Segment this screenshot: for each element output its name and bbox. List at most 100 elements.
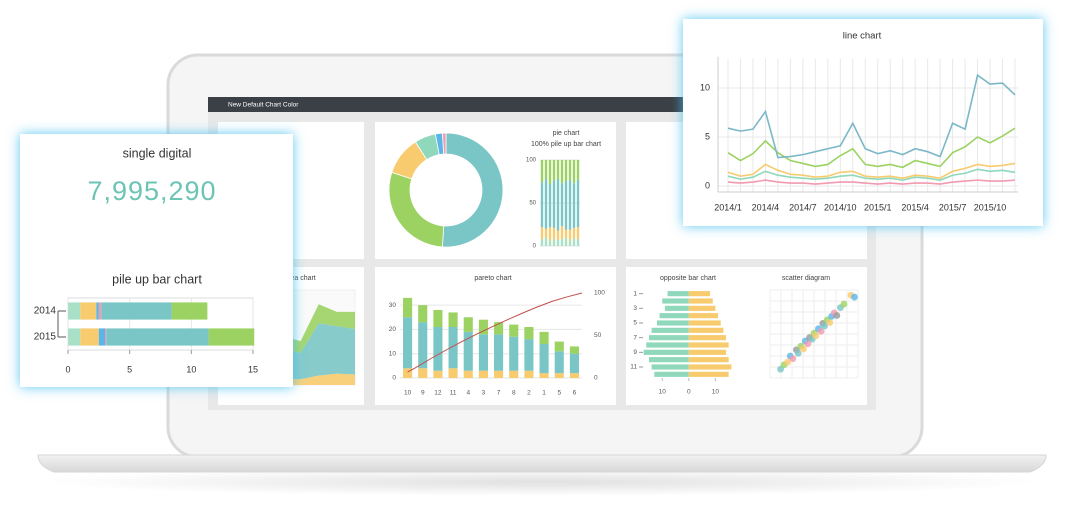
- bar-segment: [463, 331, 473, 371]
- header-title: New Default Chart Color: [228, 102, 299, 109]
- bar-segment: [548, 160, 552, 185]
- shadow: [42, 468, 1042, 496]
- scatter-point: [784, 358, 791, 366]
- single-digital-card: single digital 7,995,290 pile up bar cha…: [20, 134, 293, 387]
- bar-segment: [560, 226, 564, 240]
- x-tick-label: 10: [712, 389, 720, 396]
- x-tick-label: 2014/7: [789, 202, 817, 212]
- x-tick-label: 2014/1: [714, 202, 742, 212]
- x-tick-label: 10: [659, 389, 667, 396]
- bar-segment: [564, 229, 568, 238]
- bar-segment: [544, 228, 548, 238]
- bar-segment: [568, 179, 572, 230]
- bar: [688, 364, 732, 370]
- x-tick-label: 2014/10: [824, 202, 857, 212]
- bar-segment: [433, 370, 443, 378]
- bar-segment: [418, 368, 428, 378]
- pie-slice: [441, 132, 504, 248]
- line-chart-card: line chart 0 5 10 2014/1 2014/4 2014/7 2014/10…: [683, 19, 1043, 226]
- bar-segment: [576, 227, 580, 240]
- chart-title: 100% pile up bar chart: [531, 141, 601, 148]
- chart-title: pie chart: [553, 130, 580, 137]
- scatter-point: [851, 293, 858, 301]
- y-tick-label: 10: [700, 82, 710, 92]
- bar-segment: [554, 373, 564, 378]
- bar: [688, 342, 729, 348]
- y-tick-label: 0: [705, 180, 710, 190]
- bar-segment: [544, 237, 548, 246]
- bar: [688, 298, 713, 304]
- scatter-point: [833, 312, 841, 319]
- bar-segment: [568, 160, 572, 180]
- bar-segment: [540, 160, 544, 183]
- x-tick-label: 7: [497, 390, 501, 397]
- y-tick-label: 1: [633, 290, 637, 297]
- y-tick-label: 7: [633, 334, 637, 341]
- x-tick-label: 3: [482, 390, 486, 397]
- bar-segment: [494, 322, 504, 335]
- bar-segment: [552, 227, 556, 239]
- bar-segment: [554, 351, 564, 374]
- bar-segment: [548, 184, 552, 228]
- x-tick-label: 11: [450, 390, 457, 397]
- bar-segment: [68, 328, 81, 346]
- bar: [656, 320, 689, 326]
- bar-segment: [171, 302, 208, 320]
- bar-segment: [433, 327, 443, 371]
- bar-segment: [80, 302, 97, 320]
- bar-segment: [105, 328, 107, 346]
- y2-tick-label: 100: [594, 290, 605, 297]
- bar-segment: [68, 302, 81, 320]
- y-tick-label: 3: [633, 305, 637, 312]
- bar: [654, 371, 689, 377]
- x-tick-label: 15: [248, 364, 258, 374]
- chart-title: pile up bar chart: [112, 272, 202, 286]
- bar: [688, 313, 719, 319]
- bar-segment: [403, 368, 413, 378]
- bar-segment: [478, 334, 488, 371]
- bar-segment: [540, 182, 544, 228]
- bar: [651, 327, 689, 333]
- x-tick-label: 10: [404, 390, 412, 397]
- bar-segment: [433, 310, 443, 327]
- kpi-value: 7,995,290: [87, 176, 216, 206]
- bar-segment: [560, 160, 564, 184]
- bar: [688, 327, 724, 333]
- scatter-point: [812, 332, 820, 340]
- bar-segment: [539, 373, 549, 378]
- x-tick-label: 2015/7: [939, 202, 967, 212]
- bar-segment: [544, 178, 548, 229]
- bar-segment: [463, 317, 473, 332]
- bar: [688, 305, 716, 311]
- bar-segment: [569, 373, 579, 378]
- bar-segment: [418, 305, 428, 323]
- bar-segment: [569, 346, 579, 354]
- bar-segment: [539, 331, 549, 344]
- y-tick-label: 20: [389, 326, 397, 333]
- bar-segment: [564, 237, 568, 246]
- bar-segment: [448, 312, 458, 327]
- y-tick-label: 2014: [34, 306, 57, 317]
- bar-segment: [403, 297, 413, 318]
- bar-segment: [96, 302, 99, 320]
- bar-segment: [524, 370, 534, 378]
- chart-title: scatter diagram: [782, 275, 830, 282]
- cumulative-line: [407, 292, 583, 373]
- bar-segment: [564, 160, 568, 182]
- bar-segment: [478, 370, 488, 378]
- bar-segment: [556, 239, 560, 246]
- bar-segment: [576, 179, 580, 228]
- bar: [648, 357, 689, 363]
- bar-segment: [403, 317, 413, 369]
- bar-segment: [524, 339, 534, 371]
- bar: [667, 291, 689, 297]
- line-series: [727, 73, 1016, 159]
- x-tick-label: 8: [512, 390, 516, 397]
- bar: [651, 364, 689, 370]
- bar-segment: [548, 240, 552, 246]
- bar: [688, 335, 727, 341]
- bar: [688, 320, 721, 326]
- bar: [688, 371, 729, 377]
- bar-segment: [548, 227, 552, 241]
